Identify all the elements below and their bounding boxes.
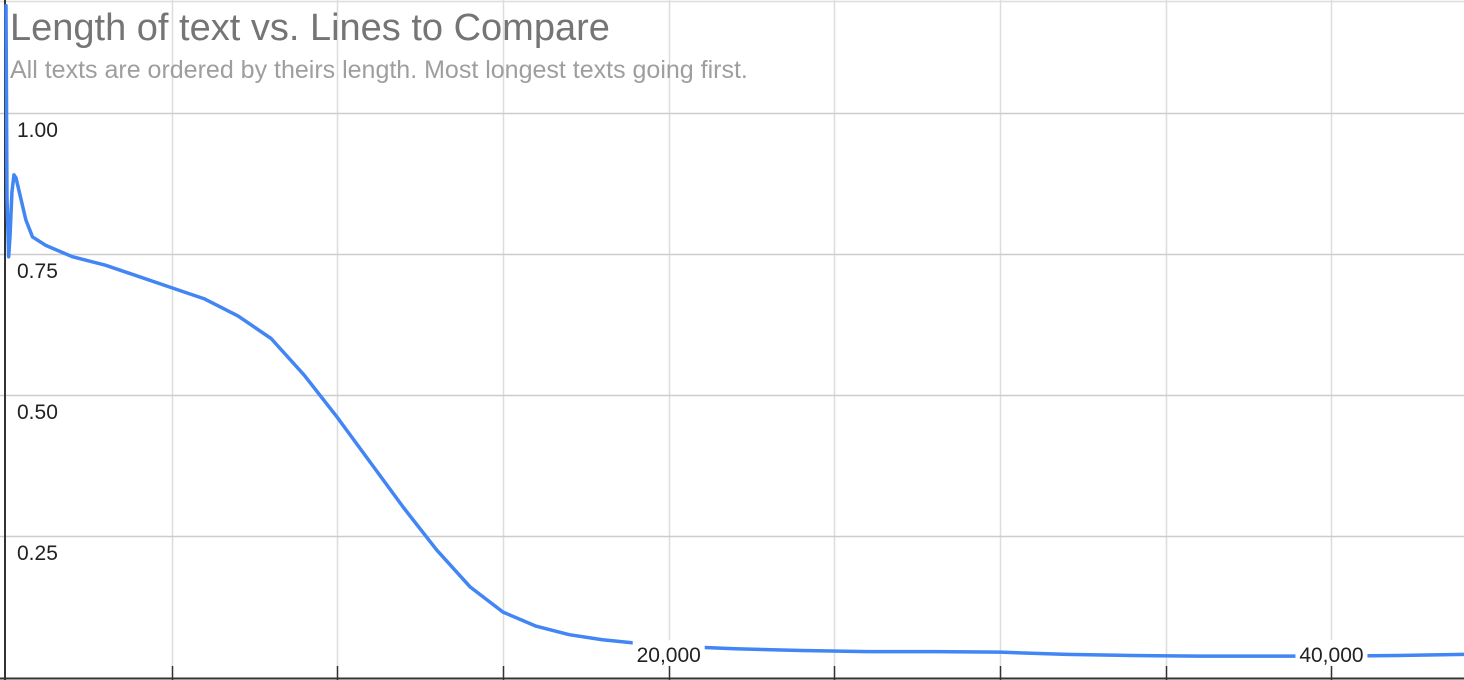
data-series-line bbox=[4, 3, 1464, 658]
x-tick-label-backing bbox=[1295, 640, 1368, 666]
y-tick-label: 0.25 bbox=[17, 542, 58, 565]
x-tick-label-backing bbox=[632, 640, 705, 666]
x-tick-label: 40,000 bbox=[1299, 644, 1363, 667]
x-tick-label: 20,000 bbox=[637, 644, 701, 667]
chart-subtitle: All texts are ordered by theirs length. … bbox=[10, 56, 748, 84]
chart-title: Length of text vs. Lines to Compare bbox=[10, 7, 610, 49]
series-layer bbox=[4, 3, 1464, 658]
tick-label-layer: 0.25 0.50 0.75 1.00 20,000 40,000 bbox=[17, 119, 1368, 667]
y-tick-label: 0.50 bbox=[17, 401, 58, 424]
y-tick-label: 0.75 bbox=[17, 260, 58, 283]
y-tick-label: 1.00 bbox=[17, 119, 58, 142]
